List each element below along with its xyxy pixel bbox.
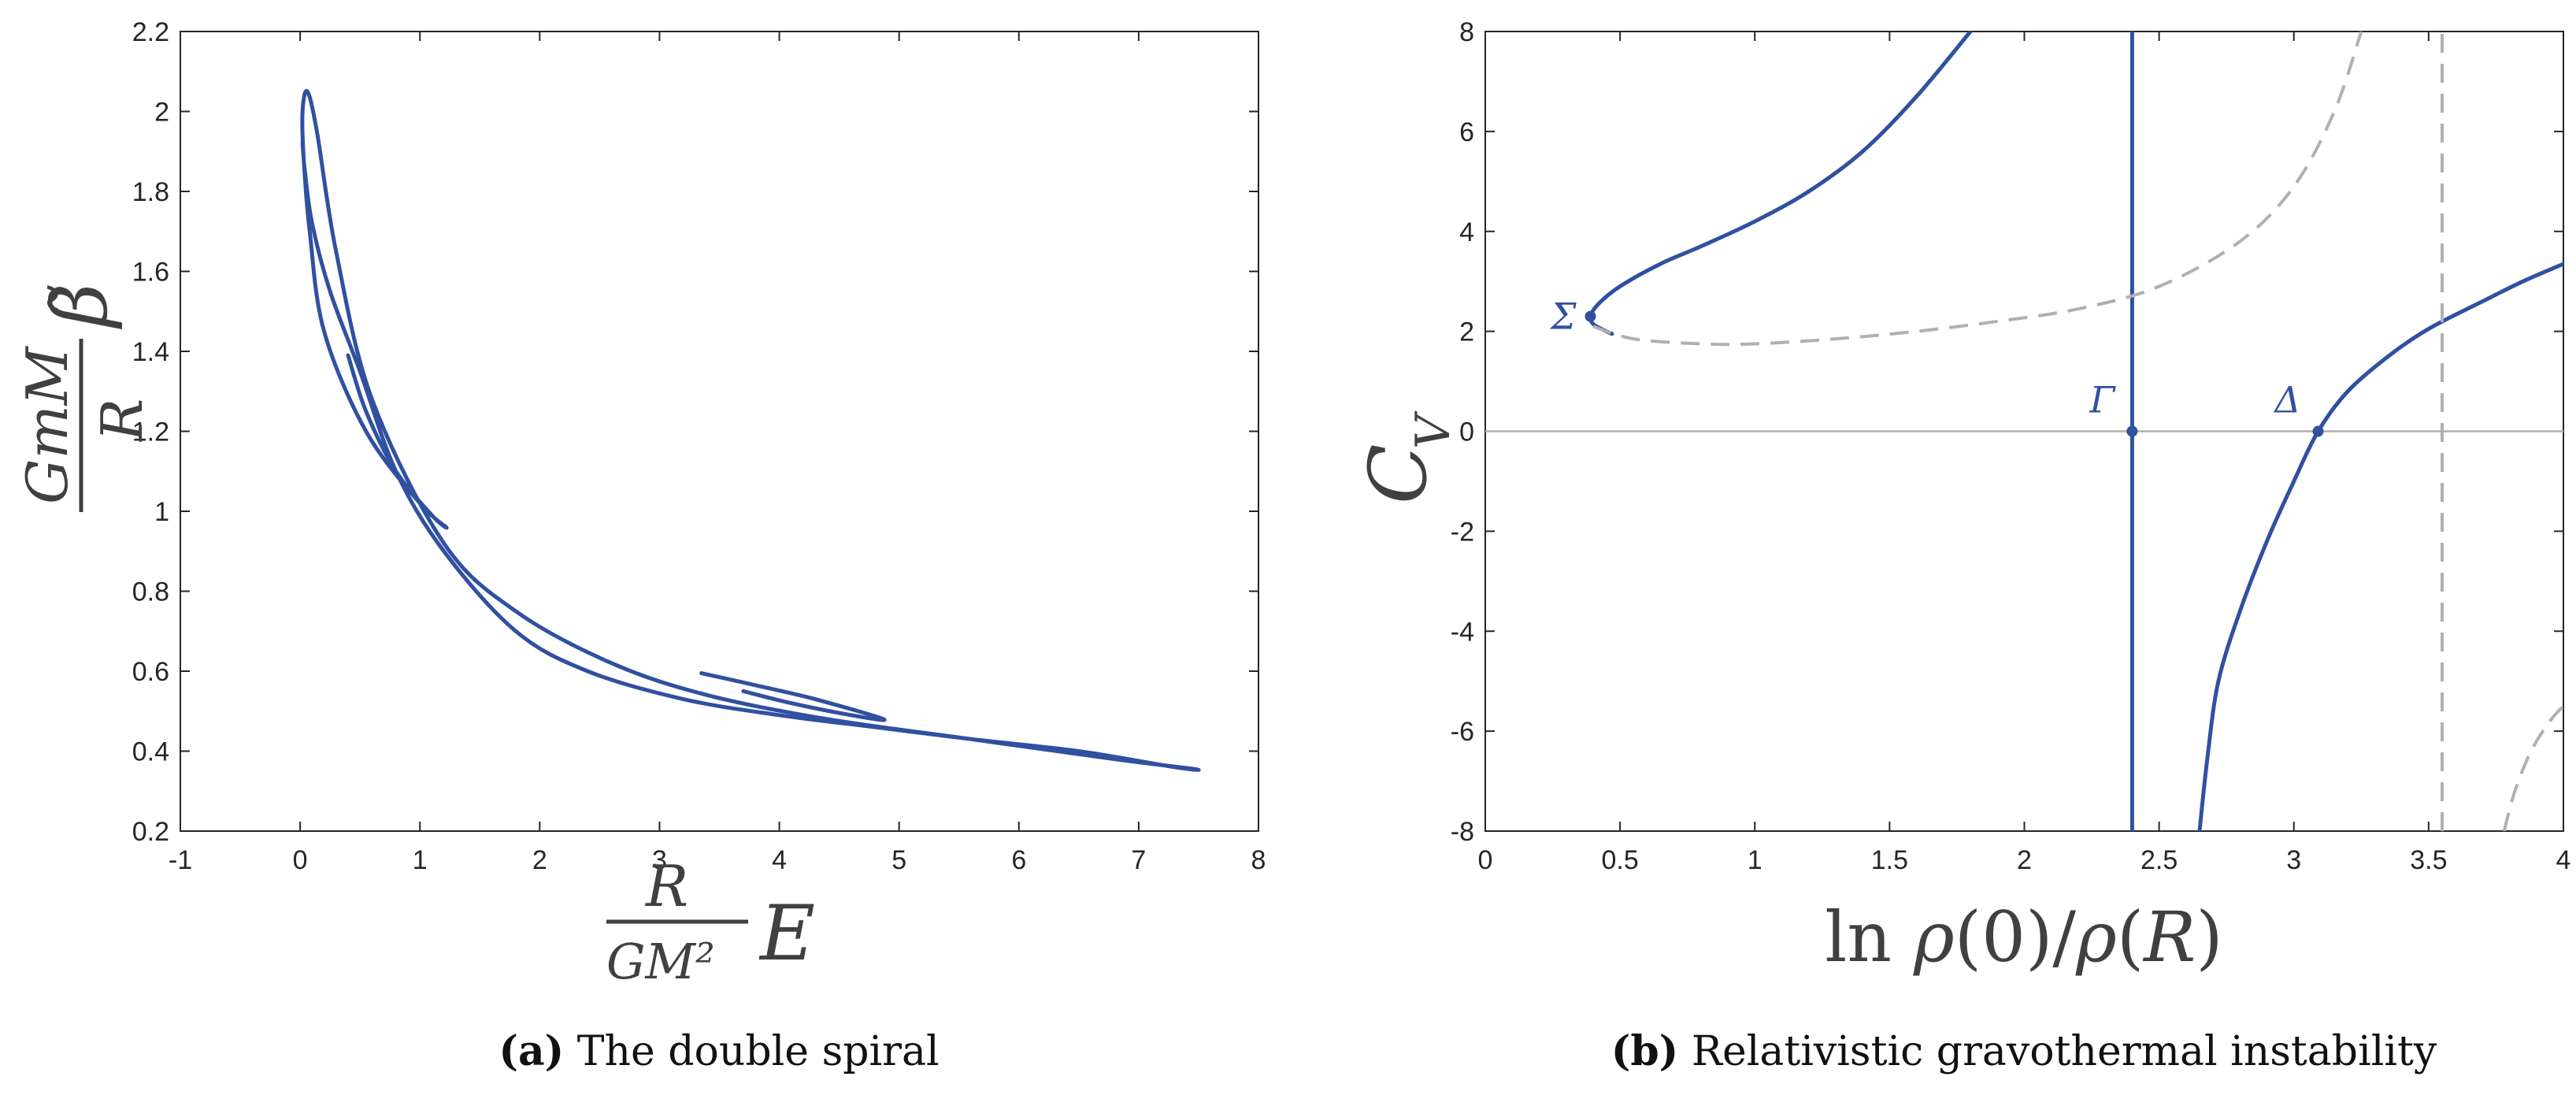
y-tick-label: 6 xyxy=(1459,117,1474,147)
y-tick-label: 0 xyxy=(1459,418,1474,447)
y-tick-label: -4 xyxy=(1451,617,1474,647)
caption-a: (a) The double spiral xyxy=(499,1027,939,1075)
svg-text:R: R xyxy=(89,399,155,443)
x-tick-label: 0 xyxy=(293,845,308,875)
point-marker xyxy=(2126,425,2138,437)
y-tick-label: 1.8 xyxy=(132,177,169,207)
svg-text:GM²: GM² xyxy=(606,933,715,990)
x-tick-label: 1.5 xyxy=(1871,845,1908,875)
svg-text:GmM: GmM xyxy=(14,345,80,504)
x-tick-label: 8 xyxy=(1251,845,1266,875)
svg-text:C: C xyxy=(1352,444,1444,504)
series-line-1 xyxy=(699,671,887,722)
svg-text:E: E xyxy=(758,889,815,978)
svg-text:V: V xyxy=(1406,410,1461,449)
y-tick-label: 1.6 xyxy=(132,258,169,288)
series-line-5 xyxy=(2502,705,2563,831)
x-tick-label: 1 xyxy=(1748,845,1762,875)
y-tick-label: -8 xyxy=(1451,817,1474,847)
x-tick-label: 4 xyxy=(772,845,787,875)
panel-b-series xyxy=(1485,32,2563,831)
y-tick-label: 0.8 xyxy=(132,577,169,607)
panel-b: 0 0.5 1 1.5 2 2.5 3 3.5 4 -8 -6 -4 -2 0 2 4 6 8 Σ Γ Δ C V l… xyxy=(1352,17,2570,1075)
point-label: Σ xyxy=(1549,295,1577,338)
x-tick-label: 2 xyxy=(2017,845,2032,875)
series-line-0 xyxy=(300,88,1201,772)
x-tick-label: 2 xyxy=(532,845,547,875)
x-tick-label: 4 xyxy=(2556,845,2571,875)
point-marker xyxy=(1585,310,1596,322)
series-line-3 xyxy=(1592,32,2363,347)
panel-b-ticks: 0 0.5 1 1.5 2 2.5 3 3.5 4 -8 -6 -4 -2 0 2 4 6 8 xyxy=(1451,17,2571,875)
caption-b: (b) Relativistic gravothermal instabilit… xyxy=(1611,1027,2437,1075)
svg-text:β̃: β̃ xyxy=(36,284,124,330)
panel-a-ylabel: GmM R β̃ xyxy=(14,284,155,512)
panel-b-points: Σ Γ Δ xyxy=(1549,295,2324,437)
point-marker xyxy=(2312,425,2324,437)
x-tick-label: 2.5 xyxy=(2140,845,2178,875)
x-tick-label: 3.5 xyxy=(2410,845,2447,875)
panel-a-series xyxy=(300,88,1201,772)
panel-b-ylabel: C V xyxy=(1352,410,1461,504)
panel-a-frame xyxy=(180,31,1259,832)
y-tick-label: -2 xyxy=(1451,517,1474,547)
y-tick-label: 8 xyxy=(1459,17,1474,47)
y-tick-label: 1 xyxy=(154,497,169,527)
x-tick-label: 3 xyxy=(2286,845,2301,875)
series-line-2 xyxy=(2197,262,2563,831)
x-tick-label: 1 xyxy=(413,845,428,875)
point-label: Δ xyxy=(2273,379,2300,421)
x-tick-label: 0.5 xyxy=(1601,845,1638,875)
y-tick-label: 0.6 xyxy=(132,657,169,687)
x-tick-label: -1 xyxy=(169,845,192,875)
x-tick-label: 5 xyxy=(891,845,906,875)
x-tick-label: 7 xyxy=(1131,845,1146,875)
y-tick-label: 2 xyxy=(154,98,169,128)
y-tick-label: -6 xyxy=(1451,717,1474,747)
y-tick-label: 2.2 xyxy=(132,17,169,47)
panel-a-ticks: -1 0 1 2 3 4 5 6 7 8 0.2 0.4 0.6 0.8 1 1.2 1.4 1.6 1.8 2 2.2 xyxy=(132,17,1266,875)
y-tick-label: 1.2 xyxy=(132,418,169,447)
svg-text:R: R xyxy=(644,853,688,919)
y-tick-label: 0.2 xyxy=(132,817,169,847)
y-tick-label: 4 xyxy=(1459,217,1474,247)
x-tick-label: 0 xyxy=(1478,845,1493,875)
series-line-0 xyxy=(1588,32,1973,336)
y-tick-label: 0.4 xyxy=(132,737,169,767)
panel-a-xlabel: R GM² E xyxy=(606,853,815,990)
panel-a: -1 0 1 2 3 4 5 6 7 8 0.2 0.4 0.6 0.8 1 1.2 1.4 1.6 1.8 2 2.2… xyxy=(14,17,1266,1075)
x-tick-label: 3 xyxy=(652,845,667,875)
y-tick-label: 2 xyxy=(1459,317,1474,347)
point-label: Γ xyxy=(2089,379,2116,421)
panel-b-xlabel: ln ρ(0)/ρ(R) xyxy=(1825,896,2223,978)
x-tick-label: 6 xyxy=(1011,845,1026,875)
y-tick-label: 1.4 xyxy=(132,337,169,367)
